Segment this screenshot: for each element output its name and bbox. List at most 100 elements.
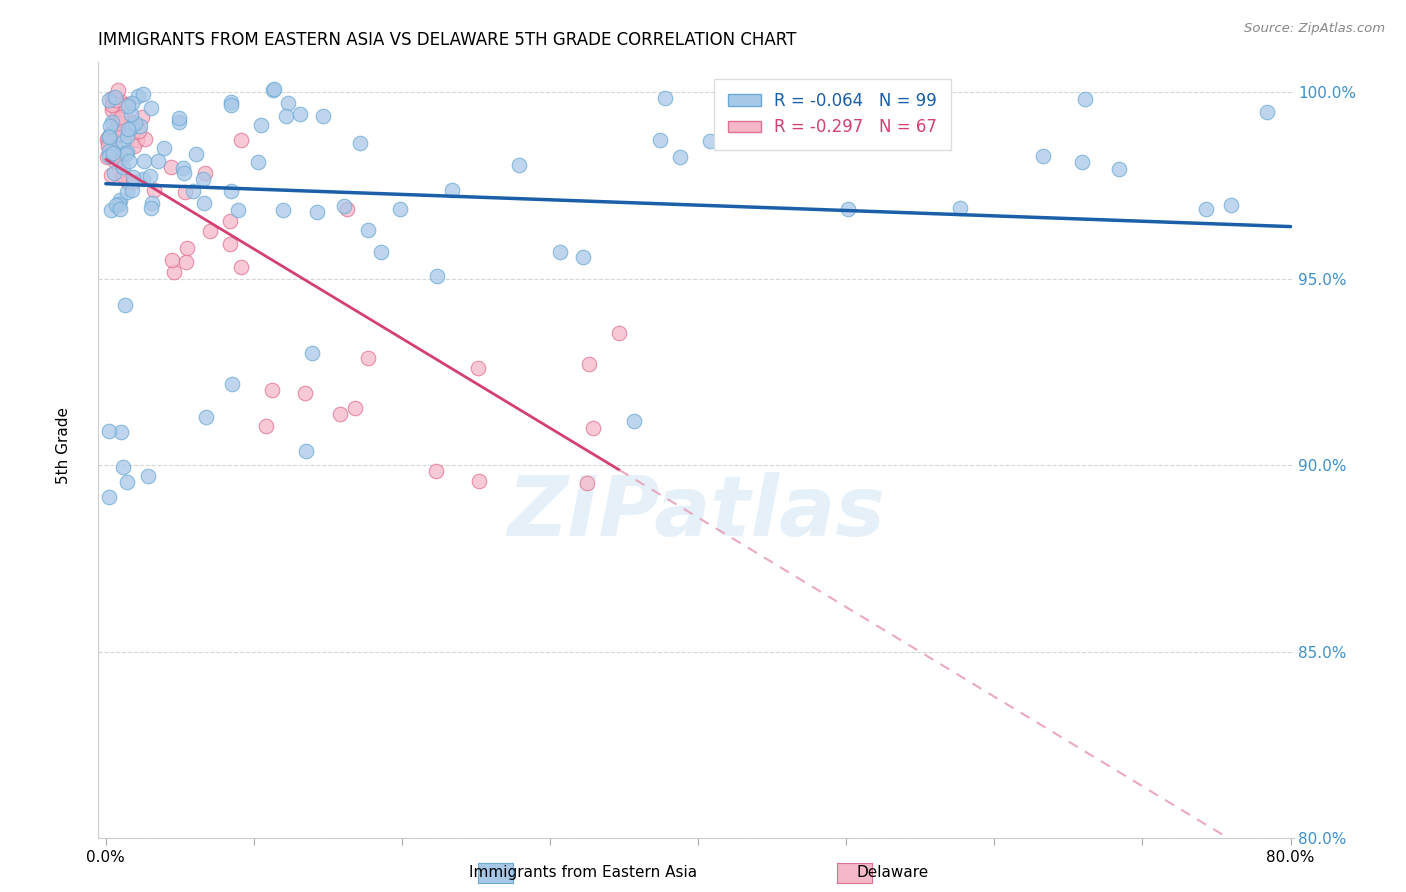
Point — [548, 245, 571, 260]
Point — [104, 93, 127, 107]
Point — [115, 145, 138, 159]
Point — [349, 136, 371, 151]
Point — [441, 183, 464, 197]
Point — [229, 260, 252, 275]
Point — [117, 186, 139, 200]
Point — [110, 150, 132, 164]
Point — [100, 168, 122, 182]
Point — [167, 114, 190, 128]
Point — [141, 195, 163, 210]
Point — [219, 98, 242, 112]
Point — [132, 172, 155, 186]
Point — [100, 202, 122, 217]
Point — [108, 127, 131, 141]
Point — [132, 87, 155, 102]
Point — [226, 202, 249, 217]
Point — [117, 99, 139, 113]
Point — [97, 129, 120, 144]
Point — [146, 153, 169, 168]
Point — [112, 123, 135, 137]
Point — [221, 376, 243, 391]
Point — [110, 112, 132, 126]
Point — [110, 110, 132, 124]
Point — [336, 202, 359, 217]
Point — [117, 96, 139, 111]
Point — [1073, 92, 1095, 106]
Point — [117, 122, 139, 136]
Point — [668, 150, 690, 164]
Point — [111, 169, 134, 184]
Point — [329, 407, 352, 421]
Point — [357, 223, 380, 237]
Point — [104, 92, 127, 106]
Point — [333, 199, 356, 213]
Point — [100, 126, 122, 140]
Point — [229, 133, 252, 147]
Point — [949, 202, 972, 216]
Point — [101, 103, 124, 118]
Point — [142, 183, 165, 197]
Point — [575, 475, 598, 490]
Point — [191, 172, 214, 186]
Text: Source: ZipAtlas.com: Source: ZipAtlas.com — [1244, 22, 1385, 36]
Point — [274, 109, 297, 123]
Point — [176, 241, 198, 255]
Point — [160, 160, 183, 174]
Point — [121, 95, 143, 110]
Point — [184, 147, 207, 161]
Point — [101, 145, 124, 160]
Point — [582, 421, 605, 435]
Point — [97, 135, 120, 149]
Point — [114, 298, 136, 312]
Point — [162, 253, 184, 268]
Point — [101, 97, 124, 112]
Point — [104, 90, 127, 104]
Point — [263, 82, 285, 96]
Point — [101, 98, 124, 112]
Point — [370, 245, 392, 260]
Point — [108, 116, 131, 130]
Point — [122, 175, 145, 189]
Point — [124, 116, 146, 130]
Point — [110, 425, 132, 440]
Point — [103, 96, 125, 111]
Point — [118, 153, 141, 168]
Point — [108, 196, 131, 211]
Point — [97, 139, 120, 153]
Point — [97, 490, 120, 504]
Point — [105, 113, 128, 128]
Point — [221, 184, 243, 198]
Point — [1256, 105, 1278, 120]
Point — [426, 268, 449, 283]
Point — [97, 130, 120, 145]
Point — [98, 149, 121, 163]
Point — [120, 120, 142, 135]
Point — [105, 198, 128, 212]
Point — [97, 424, 120, 438]
Point — [198, 224, 221, 238]
Point — [173, 166, 195, 180]
Point — [100, 91, 122, 105]
Point — [98, 145, 121, 159]
Point — [100, 139, 122, 153]
Point — [131, 110, 153, 124]
Point — [219, 95, 242, 109]
Point — [125, 133, 148, 147]
Point — [101, 148, 124, 162]
Point — [112, 160, 135, 174]
Point — [107, 163, 129, 178]
Point — [129, 119, 152, 133]
Point — [195, 410, 218, 425]
Point — [173, 185, 195, 199]
Point — [122, 170, 145, 185]
Point — [111, 135, 134, 149]
Point — [508, 158, 530, 172]
Point — [97, 93, 120, 107]
Point — [96, 150, 118, 164]
Point — [108, 202, 131, 216]
Point — [219, 237, 242, 252]
Legend: R = -0.064   N = 99, R = -0.297   N = 67: R = -0.064 N = 99, R = -0.297 N = 67 — [714, 78, 950, 150]
Point — [468, 474, 491, 488]
Point — [139, 169, 162, 183]
Point — [295, 443, 318, 458]
